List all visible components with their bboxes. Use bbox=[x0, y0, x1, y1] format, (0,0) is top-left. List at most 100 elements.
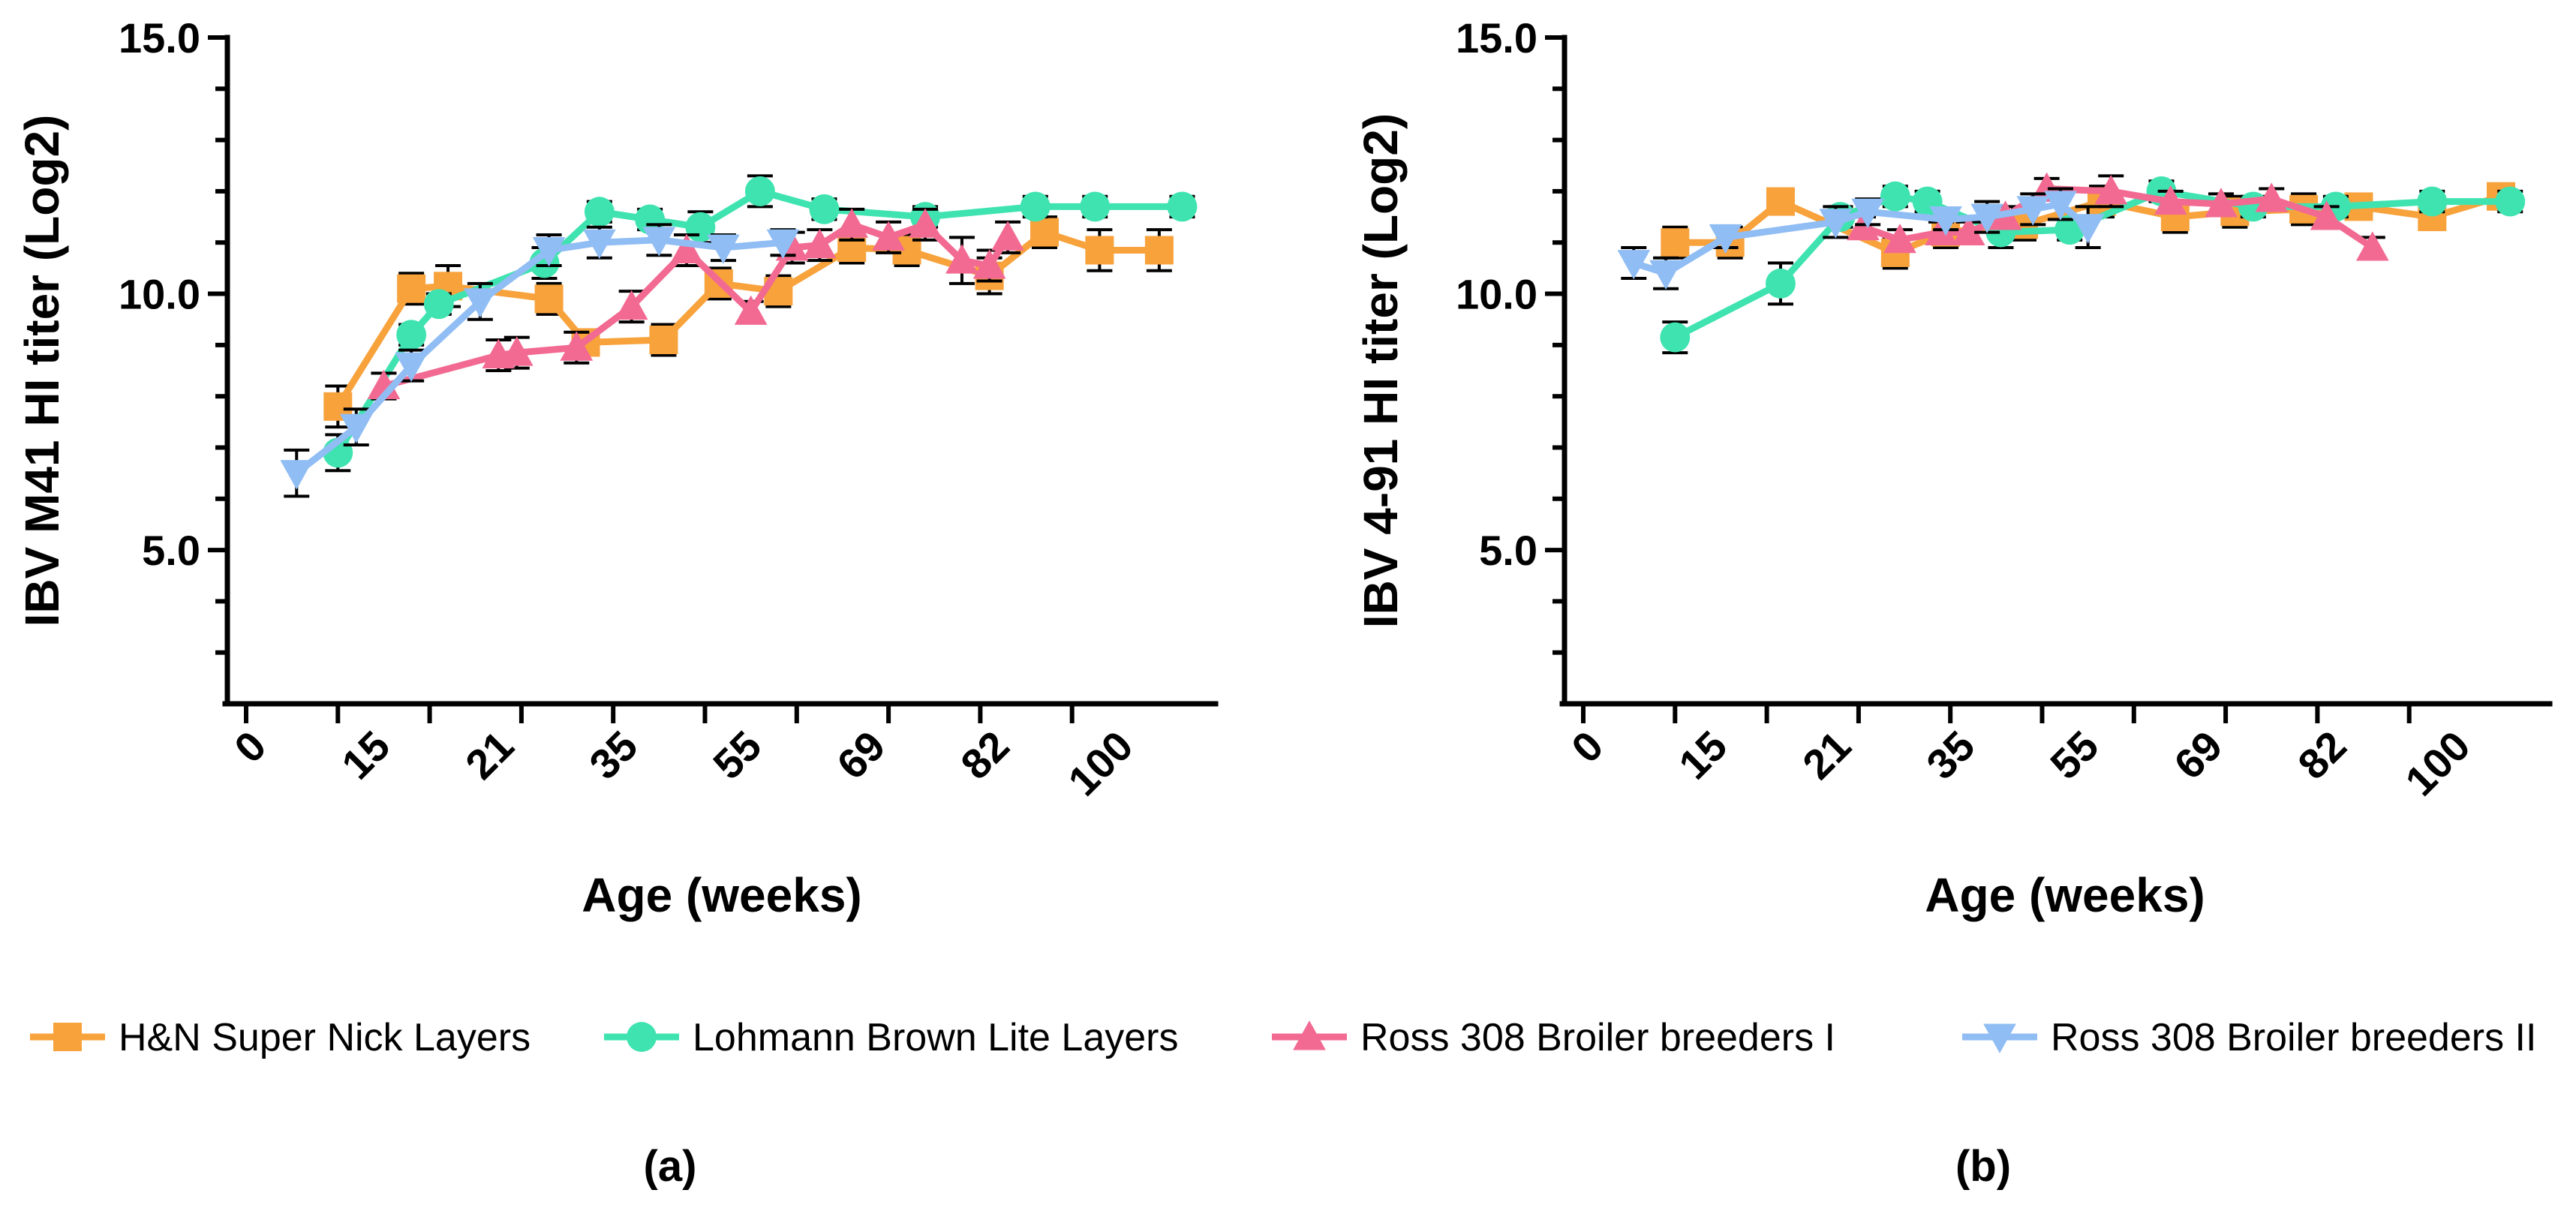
x-tick-label: 82 bbox=[2289, 722, 2355, 789]
data-point bbox=[584, 197, 615, 227]
series-3 bbox=[1617, 187, 2105, 290]
data-point bbox=[1144, 236, 1174, 265]
data-point bbox=[2310, 200, 2343, 230]
data-point bbox=[280, 460, 314, 490]
data-point bbox=[1085, 236, 1114, 265]
series-3 bbox=[280, 223, 800, 498]
data-point bbox=[560, 331, 594, 361]
data-point bbox=[395, 352, 428, 383]
legend-marker bbox=[53, 1023, 82, 1051]
data-point bbox=[1765, 268, 1796, 299]
legend-label: Ross 308 Broiler breeders II bbox=[2051, 1016, 2536, 1059]
x-tick-label: 21 bbox=[1793, 722, 1860, 789]
data-point bbox=[2495, 186, 2526, 217]
data-point bbox=[945, 244, 978, 274]
data-point bbox=[734, 295, 768, 325]
x-tick-label: 100 bbox=[1059, 722, 1142, 805]
x-tick-label: 0 bbox=[225, 722, 275, 772]
data-point bbox=[2044, 191, 2077, 221]
x-tick-label: 69 bbox=[828, 722, 894, 789]
panel-b: 5.0 10.0 15.0 0 15 21 35 55 69 82 100 IBV 4-91 HI t… bbox=[1354, 14, 2553, 1191]
data-point bbox=[1030, 218, 1060, 247]
data-point bbox=[1661, 228, 1690, 257]
data-point bbox=[1880, 181, 1910, 212]
x-tick-label: 35 bbox=[580, 722, 647, 789]
data-point bbox=[744, 176, 775, 206]
data-point bbox=[1167, 191, 1198, 222]
data-point bbox=[803, 228, 837, 259]
data-point bbox=[649, 326, 678, 355]
data-point bbox=[2094, 175, 2128, 205]
data-point bbox=[464, 288, 497, 318]
legend-marker bbox=[1293, 1020, 1326, 1050]
y-tick-label: 10.0 bbox=[119, 271, 200, 318]
data-point bbox=[1649, 260, 1682, 290]
data-point bbox=[642, 227, 676, 257]
data-point bbox=[1952, 215, 1985, 246]
data-point bbox=[2417, 186, 2448, 217]
x-tick-label: 21 bbox=[456, 722, 523, 789]
data-point bbox=[534, 284, 564, 314]
data-point bbox=[1617, 250, 1651, 280]
legend-label: Ross 308 Broiler breeders I bbox=[1360, 1016, 1835, 1059]
data-point bbox=[396, 320, 427, 350]
y-axis-title: IBV 4-91 HI titer (Log2) bbox=[1354, 113, 1408, 628]
x-tick-label: 82 bbox=[951, 722, 1018, 789]
x-tick-label: 35 bbox=[1917, 722, 1984, 789]
data-point bbox=[615, 290, 648, 320]
data-point bbox=[1020, 191, 1051, 222]
data-point bbox=[1970, 203, 2003, 233]
data-point bbox=[532, 236, 566, 267]
data-point bbox=[1766, 187, 1795, 216]
y-tick-label: 5.0 bbox=[142, 527, 200, 574]
x-axis-title: Age (weeks) bbox=[582, 868, 861, 922]
panel-label: (a) bbox=[644, 1142, 697, 1191]
data-point bbox=[2255, 182, 2289, 212]
data-point bbox=[583, 229, 616, 260]
y-tick-label: 10.0 bbox=[1456, 271, 1537, 318]
data-point bbox=[909, 208, 942, 238]
data-point bbox=[766, 229, 800, 260]
series-line bbox=[1632, 200, 2091, 277]
data-point bbox=[2154, 185, 2187, 215]
legend-label: Lohmann Brown Lite Layers bbox=[693, 1016, 1179, 1059]
legend-marker bbox=[627, 1022, 657, 1052]
data-point bbox=[872, 221, 905, 251]
x-tick-label: 55 bbox=[704, 722, 771, 789]
y-tick-label: 15.0 bbox=[1456, 14, 1537, 62]
data-point bbox=[1883, 223, 1916, 254]
legend-label: H&N Super Nick Layers bbox=[119, 1016, 531, 1059]
y-tick-label: 15.0 bbox=[119, 14, 200, 62]
data-point bbox=[707, 234, 740, 264]
data-point bbox=[972, 249, 1006, 279]
x-tick-label: 100 bbox=[2396, 722, 2479, 805]
data-point bbox=[339, 413, 373, 443]
legend: H&N Super Nick Layers Lohmann Brown Lite … bbox=[30, 1016, 2536, 1059]
data-point bbox=[991, 221, 1024, 251]
data-point bbox=[2355, 231, 2389, 261]
x-tick-label: 15 bbox=[1670, 722, 1736, 789]
data-point bbox=[1929, 206, 1962, 236]
x-tick-label: 0 bbox=[1562, 722, 1613, 772]
data-point bbox=[1660, 322, 1691, 353]
data-point bbox=[1819, 209, 1853, 239]
x-tick-label: 55 bbox=[2041, 722, 2108, 789]
data-point bbox=[1080, 191, 1111, 222]
panel-a: 5.0 10.0 15.0 0 15 21 35 55 69 82 100 IBV M41 HI ti… bbox=[15, 14, 1219, 1191]
x-tick-label: 69 bbox=[2165, 722, 2232, 789]
x-tick-label: 15 bbox=[332, 722, 399, 789]
y-tick-label: 5.0 bbox=[1479, 527, 1537, 574]
data-point bbox=[397, 274, 426, 303]
data-point bbox=[2205, 188, 2238, 218]
data-point bbox=[500, 336, 534, 366]
series-2 bbox=[367, 207, 1024, 401]
data-point bbox=[670, 233, 703, 263]
legend-marker bbox=[1983, 1023, 2016, 1053]
data-point bbox=[2016, 196, 2050, 226]
data-point bbox=[423, 289, 454, 320]
data-point bbox=[2071, 214, 2105, 244]
data-point bbox=[835, 208, 869, 238]
data-point bbox=[1851, 198, 1884, 229]
data-point bbox=[809, 194, 840, 224]
